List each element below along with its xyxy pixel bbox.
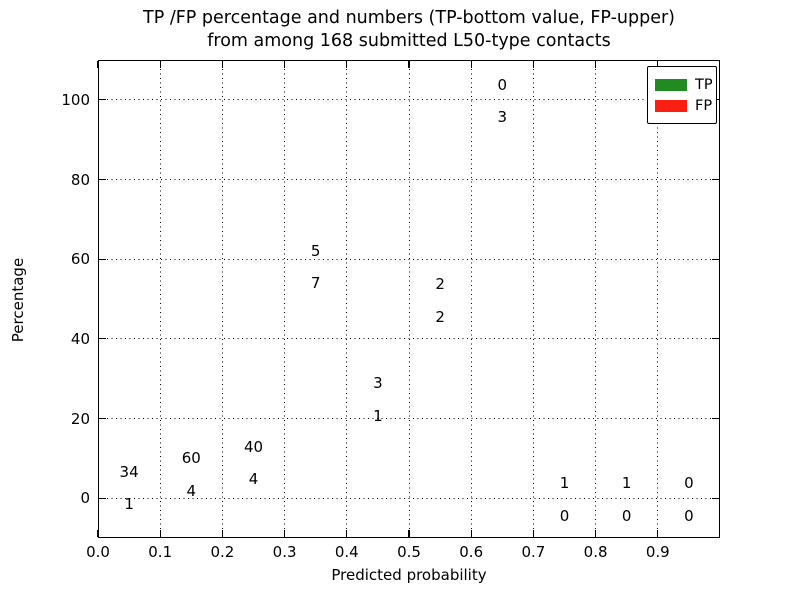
vertical-gridline [159,60,161,538]
y-tick-label: 100 [61,90,90,109]
tp-count-label: 0 [621,506,632,525]
tp-count-label: 1 [373,407,383,426]
chart-title-line1: TP /FP percentage and numbers (TP-bottom… [143,8,675,28]
x-tick-label: 0.8 [583,543,608,561]
fp-count-label: 0 [497,75,508,94]
horizontal-gridline [98,99,720,101]
x-tick-label: 0.9 [645,543,670,561]
legend-label-tp: TP [695,77,713,93]
legend-entry-fp: FP [655,97,713,115]
x-tick-mark [221,530,223,537]
tp-count-label: 2 [435,307,445,326]
tp-count-label: 0 [684,506,694,525]
x-tick-mark [408,530,410,537]
tp-count-label: 0 [559,506,570,525]
x-tick-mark [595,530,597,537]
x-tick-label: 0.5 [397,543,421,561]
x-tick-mark [97,530,99,537]
x-tick-label: 0.7 [521,543,546,561]
fp-count-label: 0 [684,474,694,493]
horizontal-gridline [98,497,720,499]
y-tick-mark [99,258,106,260]
tp-count-label: 4 [248,470,259,489]
y-tick-mark [99,178,106,181]
x-tick-label: 0.1 [148,543,173,561]
legend-entry-tp: TP [655,76,713,94]
fp-count-label: 1 [621,474,632,493]
tp-count-label: 7 [310,274,321,293]
y-tick-label: 0 [80,489,90,508]
fp-count-label: 5 [310,241,321,260]
y-tick-mark [712,178,719,181]
vertical-gridline [532,60,534,538]
fp-count-label: 1 [559,474,570,493]
vertical-gridline [470,60,472,538]
fp-legend-swatch-icon [655,100,687,112]
x-axis-label: Predicted probability [331,566,487,584]
x-tick-mark [346,530,348,537]
y-tick-mark [712,258,719,260]
horizontal-gridline [98,179,720,180]
x-tick-label: 0.4 [334,543,359,561]
y-tick-mark [712,497,719,499]
x-tick-mark [532,61,534,68]
x-tick-mark [408,61,410,68]
x-tick-mark [159,61,161,68]
fp-count-label: 2 [435,274,445,293]
y-tick-mark [712,338,719,340]
y-tick-mark [99,417,106,420]
horizontal-gridline [98,338,720,340]
y-tick-label: 40 [70,329,90,348]
fp-count-label: 60 [181,449,201,468]
vertical-gridline [221,60,223,538]
x-tick-label: 0.0 [86,543,110,561]
vertical-gridline [657,60,659,538]
x-tick-label: 0.2 [210,543,235,561]
fp-count-label: 34 [119,462,139,481]
vertical-gridline [595,60,597,538]
y-axis-label: Percentage [9,257,27,343]
x-tick-mark [532,530,534,537]
fp-count-label: 3 [373,374,383,393]
legend-label-fp: FP [695,98,713,114]
x-tick-mark [657,530,659,537]
horizontal-gridline [98,258,720,260]
vertical-gridline [408,60,410,538]
y-tick-mark [99,497,106,499]
y-tick-label: 20 [70,409,90,428]
tp-count-label: 4 [186,481,197,500]
fp-count-label: 40 [243,437,264,456]
x-tick-label: 0.3 [272,543,297,561]
x-tick-mark [470,530,472,537]
tp-count-label: 3 [497,108,508,127]
x-tick-mark [221,61,223,68]
x-tick-mark [470,61,472,68]
x-tick-mark [97,61,99,68]
x-tick-mark [657,61,659,68]
x-tick-mark [159,530,161,537]
x-tick-mark [346,61,348,68]
legend: TP FP [647,66,717,124]
chart-title-line2: from among 168 submitted L50-type contac… [207,31,611,51]
y-tick-label: 60 [70,250,90,269]
vertical-gridline [346,60,348,538]
y-tick-mark [712,417,719,420]
x-tick-label: 0.6 [459,543,484,561]
y-tick-mark [99,99,106,101]
tp-count-label: 1 [124,495,134,514]
y-tick-label: 80 [70,170,90,189]
y-tick-mark [99,338,106,340]
tp-legend-swatch-icon [655,79,687,91]
x-tick-mark [284,61,286,68]
vertical-gridline [284,60,286,538]
x-tick-mark [284,530,286,537]
horizontal-gridline [98,418,720,419]
x-tick-mark [595,61,597,68]
